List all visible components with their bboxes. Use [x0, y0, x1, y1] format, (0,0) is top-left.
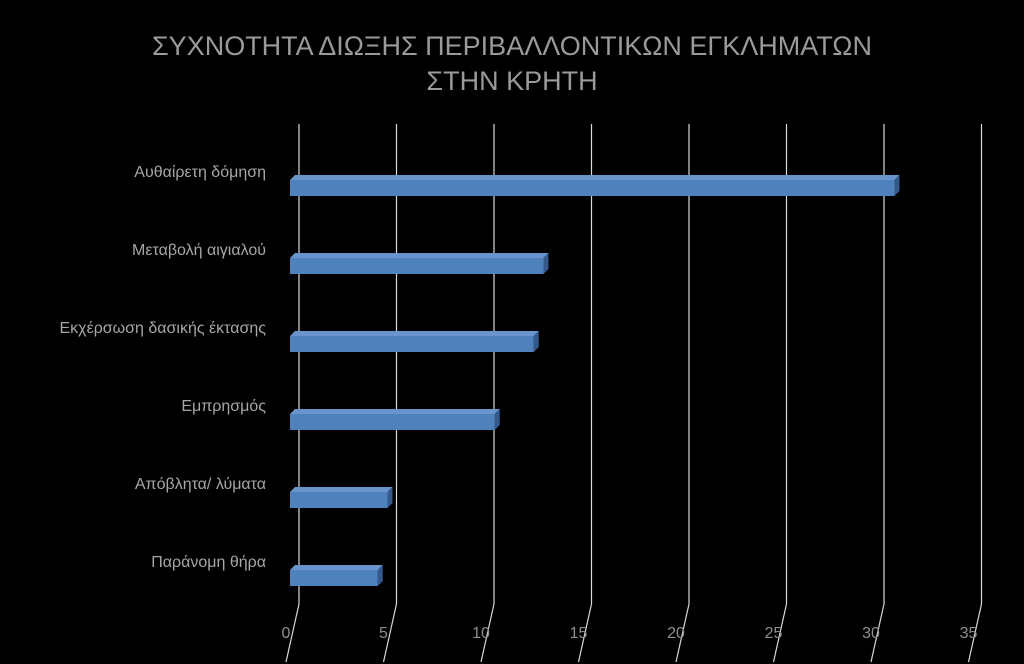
- category-label: Εκχέρσωση δασικής έκτασης: [60, 320, 267, 337]
- bars: [290, 175, 900, 586]
- bar-side-face: [543, 253, 549, 274]
- gridline-floor: [675, 603, 690, 663]
- category-labels: Αυθαίρετη δόμηση Μεταβολή αιγιαλού Εκχέρσω…: [60, 164, 267, 571]
- bar-side-face: [533, 331, 539, 352]
- bar-front-face: [290, 570, 378, 586]
- x-tick-label: 10: [472, 625, 490, 642]
- bar-side-face: [494, 409, 500, 430]
- bar: [290, 253, 549, 274]
- gridlines: [285, 124, 983, 663]
- x-tick-label: 25: [765, 625, 783, 642]
- bar-top-face: [290, 175, 900, 180]
- gridline-floor: [870, 603, 885, 663]
- x-axis-tick-labels: 0 5 10 15 20 25 30 35: [282, 625, 978, 642]
- category-label: Μεταβολή αιγιαλού: [132, 242, 266, 259]
- bar-top-face: [290, 331, 539, 336]
- bar-front-face: [290, 258, 544, 274]
- bar-front-face: [290, 414, 495, 430]
- gridline-floor: [772, 603, 788, 663]
- bar-front-face: [290, 492, 388, 508]
- gridline-floor: [382, 603, 398, 663]
- bar-top-face: [290, 487, 393, 492]
- category-label: Παράνομη θήρα: [151, 554, 266, 571]
- bar-front-face: [290, 180, 895, 196]
- bar-side-face: [894, 175, 900, 196]
- bar: [290, 409, 500, 430]
- category-label: Αυθαίρετη δόμηση: [134, 164, 266, 181]
- bar-top-face: [290, 409, 500, 414]
- x-tick-label: 30: [862, 625, 880, 642]
- gridline-floor: [577, 603, 593, 663]
- x-tick-label: 0: [282, 625, 291, 642]
- gridline-floor: [967, 603, 983, 663]
- x-tick-label: 20: [667, 625, 685, 642]
- x-tick-label: 15: [570, 625, 588, 642]
- x-tick-label: 5: [379, 625, 388, 642]
- bar-top-face: [290, 253, 549, 258]
- category-label: Απόβλητα/ λύματα: [135, 476, 266, 493]
- x-tick-label: 35: [960, 625, 978, 642]
- bar: [290, 565, 383, 586]
- bar-side-face: [387, 487, 393, 508]
- bar: [290, 487, 393, 508]
- category-label: Εμπρησμός: [181, 398, 266, 415]
- gridline-floor: [480, 603, 495, 663]
- bar-front-face: [290, 336, 534, 352]
- chart-title-line-2: ΣΤΗΝ ΚΡΗΤΗ: [426, 66, 597, 96]
- bar-top-face: [290, 565, 383, 570]
- bar-side-face: [377, 565, 383, 586]
- bar: [290, 331, 539, 352]
- chart-title: ΣΥΧΝΟΤΗΤΑ ΔΙΩΞΗΣ ΠΕΡΙΒΑΛΛΟΝΤΙΚΩΝ ΕΓΚΛΗΜΑ…: [152, 31, 872, 96]
- gridline-floor: [285, 603, 300, 663]
- bar: [290, 175, 900, 196]
- chart-title-line-1: ΣΥΧΝΟΤΗΤΑ ΔΙΩΞΗΣ ΠΕΡΙΒΑΛΛΟΝΤΙΚΩΝ ΕΓΚΛΗΜΑ…: [152, 31, 872, 61]
